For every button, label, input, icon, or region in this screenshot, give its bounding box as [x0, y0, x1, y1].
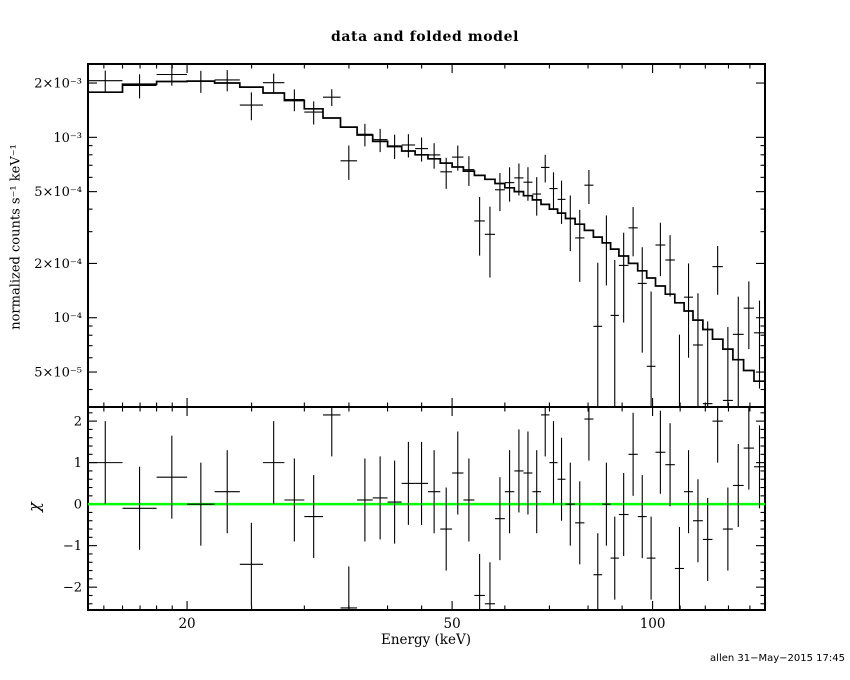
- svg-text:50: 50: [444, 616, 461, 632]
- x-tick-labels: 20 50 100: [178, 616, 665, 632]
- x-axis-label: Energy (keV): [380, 632, 472, 648]
- spectrum-data-points: [88, 64, 765, 407]
- svg-text:0: 0: [74, 498, 82, 513]
- y-ticks-top: [88, 82, 765, 391]
- plot-title: data and folded model: [331, 29, 519, 45]
- svg-text:10⁻³: 10⁻³: [53, 131, 82, 146]
- svg-text:2: 2: [74, 415, 82, 430]
- y-axis-label-chi: χ: [24, 502, 44, 512]
- svg-text:2×10⁻³: 2×10⁻³: [34, 77, 82, 92]
- svg-text:−1: −1: [63, 539, 82, 554]
- svg-text:100: 100: [640, 616, 666, 632]
- y-tick-labels-top: 2×10⁻³ 10⁻³ 5×10⁻⁴ 2×10⁻⁴ 10⁻⁴ 5×10⁻⁵: [34, 77, 82, 381]
- x-ticks: [103, 64, 751, 610]
- svg-text:10⁻⁴: 10⁻⁴: [53, 311, 82, 326]
- residual-data-points: [88, 407, 765, 610]
- svg-text:−2: −2: [63, 581, 82, 596]
- svg-text:20: 20: [178, 616, 195, 632]
- model-histogram: [88, 80, 765, 383]
- svg-text:1: 1: [74, 456, 82, 471]
- plot-signature: allen 31−May−2015 17:45: [710, 653, 845, 664]
- y-axis-label-counts: normalized counts s⁻¹ keV⁻¹: [8, 144, 24, 330]
- svg-text:2×10⁻⁴: 2×10⁻⁴: [34, 257, 82, 272]
- svg-text:5×10⁻⁴: 5×10⁻⁴: [34, 185, 82, 200]
- y-tick-labels-bottom: 2 1 0 −1 −2: [63, 415, 82, 596]
- top-panel-frame: [87, 63, 766, 408]
- bottom-panel-frame: [87, 406, 766, 611]
- svg-text:5×10⁻⁵: 5×10⁻⁵: [34, 366, 82, 381]
- y-ticks-bottom: [88, 412, 765, 605]
